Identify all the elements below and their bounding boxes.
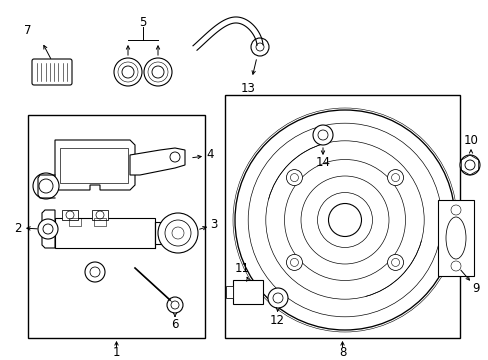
Text: 12: 12 <box>269 314 284 327</box>
Circle shape <box>286 255 302 270</box>
Bar <box>232 280 263 304</box>
Text: 5: 5 <box>139 15 146 28</box>
Bar <box>437 200 473 276</box>
Circle shape <box>122 66 134 78</box>
Circle shape <box>33 173 59 199</box>
Circle shape <box>171 301 179 309</box>
Polygon shape <box>130 148 184 175</box>
Circle shape <box>317 130 327 140</box>
Bar <box>28 115 204 338</box>
Text: 11: 11 <box>234 261 249 274</box>
Circle shape <box>391 174 399 181</box>
Circle shape <box>256 43 264 51</box>
Circle shape <box>267 288 287 308</box>
Circle shape <box>172 227 183 239</box>
Circle shape <box>235 110 454 330</box>
Circle shape <box>391 258 399 266</box>
Circle shape <box>387 170 403 185</box>
Bar <box>69 218 81 226</box>
Circle shape <box>167 297 183 313</box>
Circle shape <box>39 179 53 193</box>
Circle shape <box>312 125 332 145</box>
Text: 6: 6 <box>171 319 179 332</box>
Ellipse shape <box>445 217 465 259</box>
Text: 8: 8 <box>338 346 346 359</box>
Circle shape <box>387 255 403 270</box>
Circle shape <box>290 174 298 181</box>
Circle shape <box>96 211 104 219</box>
Circle shape <box>250 38 268 56</box>
Circle shape <box>158 213 198 253</box>
Bar <box>225 286 232 298</box>
Circle shape <box>170 152 180 162</box>
Text: 13: 13 <box>240 81 255 94</box>
Circle shape <box>66 211 74 219</box>
Circle shape <box>272 293 283 303</box>
Text: 1: 1 <box>113 346 120 359</box>
Polygon shape <box>42 210 55 248</box>
Text: 14: 14 <box>315 157 330 170</box>
Circle shape <box>464 160 474 170</box>
Text: 7: 7 <box>24 23 32 36</box>
Circle shape <box>290 258 298 266</box>
Bar <box>60 148 128 183</box>
Bar <box>92 210 108 220</box>
Circle shape <box>328 203 361 237</box>
Text: 3: 3 <box>210 219 217 231</box>
Text: 2: 2 <box>14 221 21 234</box>
Circle shape <box>43 224 53 234</box>
Bar <box>94 218 106 226</box>
Circle shape <box>164 220 191 246</box>
Bar <box>62 210 78 220</box>
Text: 10: 10 <box>463 134 477 147</box>
Circle shape <box>459 155 479 175</box>
Circle shape <box>38 219 58 239</box>
Text: 4: 4 <box>206 148 213 162</box>
Circle shape <box>152 66 163 78</box>
Bar <box>224 95 459 338</box>
Bar <box>55 218 155 248</box>
FancyBboxPatch shape <box>32 59 72 85</box>
Circle shape <box>286 170 302 185</box>
Bar <box>155 222 184 244</box>
Polygon shape <box>55 140 135 190</box>
Circle shape <box>114 58 142 86</box>
Text: 9: 9 <box>471 282 479 294</box>
Circle shape <box>143 58 172 86</box>
Circle shape <box>90 267 100 277</box>
Circle shape <box>85 262 105 282</box>
